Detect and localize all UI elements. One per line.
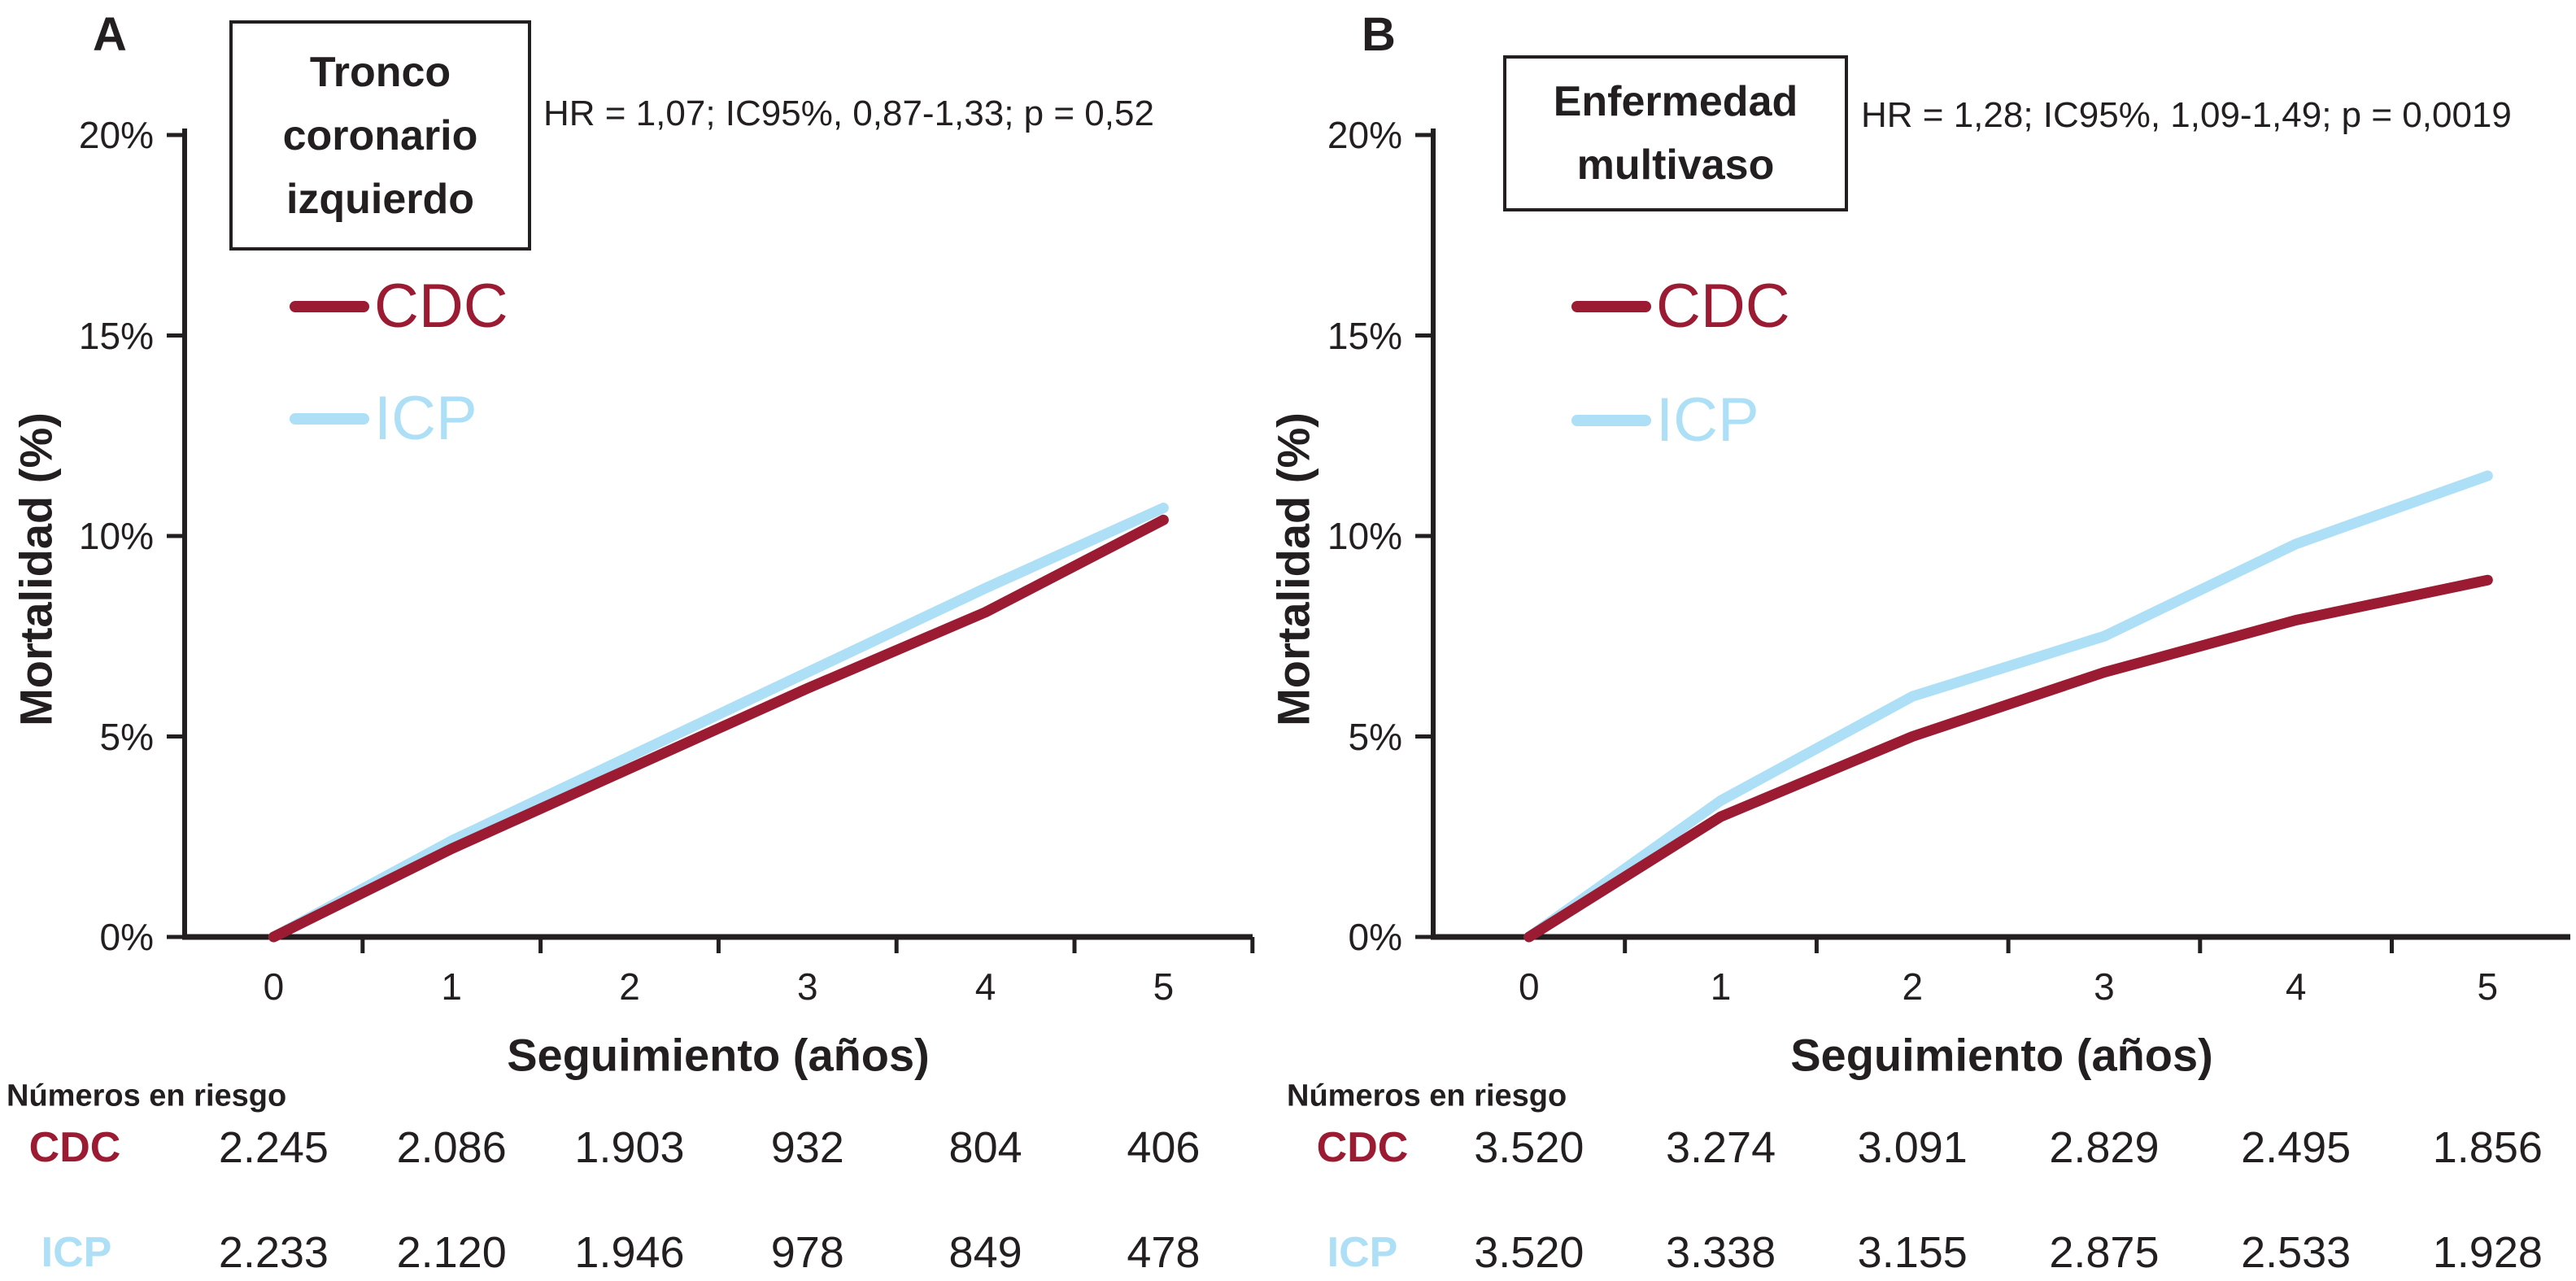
risk-value-cdc-year5-panel-b: 1.856 [2432, 1123, 2543, 1172]
panel-b-risk-row-label-icp: ICP [1327, 1229, 1398, 1276]
panel-b-legend-item-icp: ICP [1571, 390, 1759, 451]
panel-a-title-line-1: Tronco [309, 48, 451, 96]
panel-b-numbers-at-risk-heading: Números en riesgo [1287, 1078, 1567, 1113]
y-tick-label-panel-b: 0% [1348, 916, 1402, 958]
y-tick-label-panel-a: 15% [78, 314, 154, 357]
panel-a-numbers-at-risk-heading: Números en riesgo [7, 1078, 287, 1113]
x-tick-label-panel-a: 0 [263, 965, 285, 1008]
risk-value-cdc-year0-panel-a: 2.245 [218, 1123, 329, 1172]
risk-value-cdc-year4-panel-b: 2.495 [2241, 1123, 2352, 1172]
icp-line-swatch [290, 413, 369, 425]
risk-value-icp-year0-panel-a: 2.233 [218, 1228, 329, 1277]
x-tick-label-panel-b: 3 [2094, 965, 2115, 1008]
risk-value-icp-year1-panel-b: 3.338 [1665, 1228, 1776, 1277]
panel-a-title-box: Tronco coronario izquierdo [229, 20, 531, 251]
risk-value-cdc-year3-panel-a: 932 [770, 1123, 844, 1172]
panel-b-legend-item-cdc: CDC [1571, 276, 1790, 338]
icp-legend-label: ICP [374, 384, 477, 453]
risk-value-icp-year5-panel-a: 478 [1127, 1228, 1201, 1277]
x-tick-label-panel-a: 3 [797, 965, 818, 1008]
x-tick-label-panel-b: 0 [1519, 965, 1540, 1008]
risk-value-icp-year3-panel-b: 2.875 [2049, 1228, 2160, 1277]
cdc-legend-label: CDC [1656, 272, 1790, 341]
risk-value-cdc-year2-panel-b: 3.091 [1857, 1123, 1968, 1172]
risk-value-cdc-year2-panel-a: 1.903 [574, 1123, 685, 1172]
risk-value-icp-year5-panel-b: 1.928 [2432, 1228, 2543, 1277]
icp-line-swatch [1571, 415, 1651, 426]
panel-b-hazard-ratio-annotation: HR = 1,28; IC95%, 1,09-1,49; p = 0,0019 [1861, 95, 2512, 135]
risk-value-cdc-year0-panel-b: 3.520 [1474, 1123, 1584, 1172]
mortality-curve-icp-panel-b [1523, 470, 2493, 943]
panel-b-x-axis-title: Seguimiento (años) [1790, 1029, 2213, 1081]
panel-a-x-axis-title: Seguimiento (años) [507, 1029, 930, 1081]
y-tick-label-panel-a: 0% [99, 916, 154, 958]
y-tick-label-panel-b: 10% [1327, 515, 1402, 557]
risk-value-icp-year1-panel-a: 2.120 [396, 1228, 507, 1277]
risk-value-cdc-year1-panel-a: 2.086 [396, 1123, 507, 1172]
panel-b-y-axis-title: Mortalidad (%) [1267, 412, 1319, 726]
panel-b-label: B [1362, 8, 1396, 61]
risk-value-cdc-year3-panel-b: 2.829 [2049, 1123, 2160, 1172]
risk-value-icp-year0-panel-b: 3.520 [1474, 1228, 1584, 1277]
panel-a-risk-row-label-icp: ICP [41, 1229, 112, 1276]
y-tick-label-panel-b: 20% [1327, 114, 1402, 156]
panel-a-legend-item-cdc: CDC [290, 276, 508, 338]
panel-b-risk-row-label-cdc: CDC [1316, 1124, 1409, 1171]
x-tick-label-panel-b: 2 [1902, 965, 1924, 1008]
y-tick-label-panel-a: 10% [78, 515, 154, 557]
x-tick-label-panel-b: 5 [2477, 965, 2499, 1008]
x-tick-label-panel-b: 1 [1710, 965, 1732, 1008]
cdc-legend-label: CDC [374, 272, 508, 341]
panel-a-y-axis-title: Mortalidad (%) [10, 412, 62, 726]
icp-legend-label: ICP [1656, 386, 1759, 455]
x-tick-label-panel-b: 4 [2285, 965, 2307, 1008]
y-tick-label-panel-b: 5% [1348, 715, 1402, 758]
x-tick-label-panel-a: 4 [974, 965, 996, 1008]
x-tick-label-panel-a: 2 [619, 965, 640, 1008]
mortality-curve-cdc-panel-b [1523, 574, 2493, 943]
y-tick-label-panel-a: 5% [99, 715, 154, 758]
panel-a-legend-item-icp: ICP [290, 388, 477, 450]
panel-b-title-line-2: multivaso [1576, 142, 1775, 189]
risk-value-icp-year2-panel-a: 1.946 [574, 1228, 685, 1277]
risk-value-icp-year3-panel-a: 978 [770, 1228, 844, 1277]
panel-b-title-box: Enfermedad multivaso [1503, 55, 1848, 211]
panel-a-risk-row-label-cdc: CDC [28, 1124, 121, 1171]
y-tick-label-panel-b: 15% [1327, 314, 1402, 357]
mortality-curve-cdc-panel-a [268, 514, 1169, 943]
panel-b-title-line-1: Enfermedad [1553, 78, 1798, 125]
panel-a-label: A [93, 8, 127, 61]
x-tick-label-panel-a: 1 [441, 965, 462, 1008]
cdc-line-swatch [1571, 301, 1651, 312]
panel-a-hazard-ratio-annotation: HR = 1,07; IC95%, 0,87-1,33; p = 0,52 [543, 94, 1154, 133]
risk-value-cdc-year5-panel-a: 406 [1127, 1123, 1201, 1172]
panel-a-title-line-3: izquierdo [285, 175, 475, 223]
y-tick-label-panel-a: 20% [78, 114, 154, 156]
risk-value-cdc-year4-panel-a: 804 [948, 1123, 1022, 1172]
risk-value-icp-year2-panel-b: 3.155 [1857, 1228, 1968, 1277]
risk-value-cdc-year1-panel-b: 3.274 [1665, 1123, 1776, 1172]
cdc-line-swatch [290, 301, 369, 312]
mortality-curve-icp-panel-a [268, 502, 1169, 943]
risk-value-icp-year4-panel-b: 2.533 [2241, 1228, 2352, 1277]
risk-value-icp-year4-panel-a: 849 [948, 1228, 1022, 1277]
panel-a-title-line-2: coronario [282, 111, 478, 159]
x-tick-label-panel-a: 5 [1153, 965, 1175, 1008]
